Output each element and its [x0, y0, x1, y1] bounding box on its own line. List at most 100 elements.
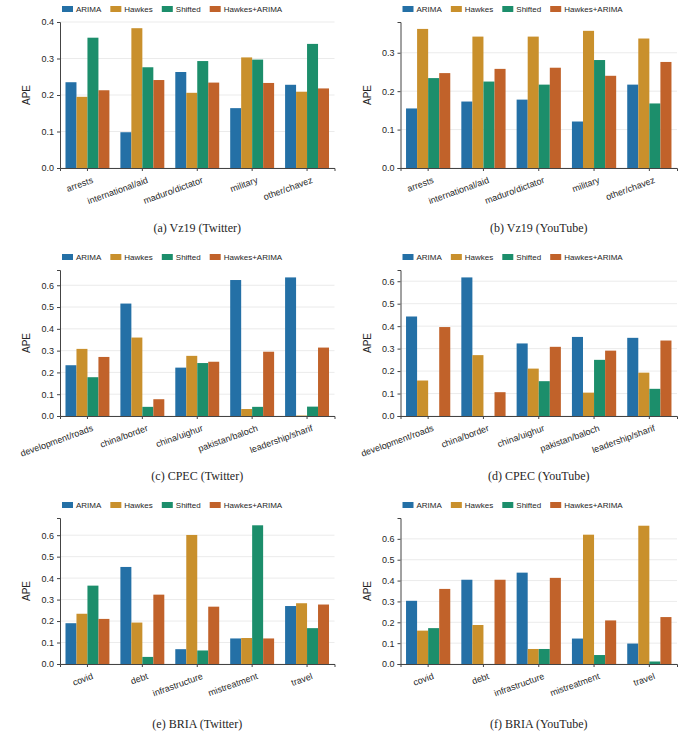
bar [263, 638, 274, 664]
panel: 0.00.10.20.30.4arrestsinternational/aidm… [21, 5, 335, 235]
tick-label: military [229, 175, 260, 194]
tick: travel [290, 664, 314, 688]
tick-mark [57, 621, 60, 622]
tick: 0.2 [382, 87, 401, 97]
caption: (b) Vz19 (YouTube) [490, 221, 587, 235]
tick: china/border [99, 416, 149, 450]
tick-label: 0.6 [382, 277, 395, 287]
tick-label: 0.1 [41, 127, 54, 137]
y-axis: 0.00.10.20.30.4 [41, 17, 60, 173]
bar [483, 416, 494, 417]
legend-swatch [403, 502, 414, 508]
axis-line [61, 169, 336, 172]
tick-mark [483, 664, 484, 667]
tick-label: 0.3 [41, 54, 54, 64]
tick-mark [398, 416, 401, 417]
bar [528, 649, 539, 664]
tick: 0.2 [41, 616, 60, 626]
tick-label: 0.6 [41, 281, 54, 291]
tick-label: 0.0 [382, 411, 395, 421]
bar [406, 316, 417, 416]
legend-swatch [451, 502, 462, 508]
bar [186, 535, 197, 664]
tick-mark [398, 643, 401, 644]
tick: 0.3 [382, 597, 401, 607]
bar [627, 338, 638, 416]
bar [307, 628, 318, 664]
bar [439, 73, 450, 168]
tick: 0.6 [41, 531, 60, 541]
tick-label: military [571, 175, 602, 194]
tick: 0.4 [41, 324, 60, 334]
axis-line [401, 665, 678, 668]
bar [175, 72, 186, 168]
bar [87, 586, 98, 664]
tick-label: 0.4 [382, 322, 395, 332]
bar-series [439, 578, 671, 664]
tick-mark [428, 664, 429, 667]
legend-label: ARIMA [417, 501, 443, 510]
tick: arrests [406, 168, 436, 194]
bar [649, 389, 660, 416]
bar [208, 362, 219, 416]
axis-title: APE [21, 333, 32, 353]
bar [186, 356, 197, 416]
tick-label: 0.0 [41, 659, 54, 669]
tick-mark [252, 664, 253, 667]
tick-label: 0.4 [382, 576, 395, 586]
bar [197, 650, 208, 664]
bar-series [428, 628, 660, 664]
tick-label: 0.4 [41, 324, 54, 334]
tick-mark [57, 351, 60, 352]
bar [230, 280, 241, 416]
bar [594, 655, 605, 664]
legend-swatch [110, 254, 121, 260]
tick-mark [57, 600, 60, 601]
bar [428, 78, 439, 168]
bar-series [417, 526, 649, 664]
tick-mark [57, 132, 60, 133]
tick-mark [398, 622, 401, 623]
tick-label: 0.3 [41, 346, 54, 356]
bar [87, 377, 98, 416]
tick-label: travel [290, 671, 314, 688]
bar [517, 100, 528, 168]
tick-label: arrests [406, 175, 436, 194]
tick-mark [197, 664, 198, 667]
tick: 0.6 [382, 534, 401, 544]
tick-label: maduro/dictator [483, 175, 545, 206]
grid-line [401, 281, 678, 282]
legend-swatch [403, 6, 414, 12]
tick-label: 0.1 [41, 638, 54, 648]
tick-mark [594, 416, 595, 419]
tick-mark [57, 557, 60, 558]
tick-label: mistreatment [549, 671, 602, 698]
tick: 0.3 [41, 346, 60, 356]
legend-swatch [550, 254, 561, 260]
bar [76, 349, 87, 416]
bar [649, 103, 660, 168]
tick-mark [57, 168, 60, 169]
bar [153, 595, 164, 664]
tick-mark [398, 349, 401, 350]
tick-label: leadership/sharif [591, 423, 657, 455]
bar-series [439, 327, 671, 416]
tick: 0.3 [41, 595, 60, 605]
bar [439, 327, 450, 416]
tick-mark [649, 664, 650, 667]
bar [550, 578, 561, 664]
bar [605, 620, 616, 664]
caption: (c) CPEC (Twitter) [151, 469, 243, 483]
tick-label: 0.1 [382, 125, 395, 135]
bar [583, 31, 594, 168]
tick-label: maduro/dictator [142, 175, 204, 206]
bar [495, 580, 506, 664]
tick-label: china/border [440, 423, 490, 450]
tick: 0.0 [41, 411, 60, 421]
bar [572, 337, 583, 416]
bar-series [76, 535, 307, 664]
bars [65, 277, 329, 416]
legend-label: ARIMA [76, 253, 102, 262]
tick-mark [398, 601, 401, 602]
tick-label: arrests [65, 175, 95, 194]
